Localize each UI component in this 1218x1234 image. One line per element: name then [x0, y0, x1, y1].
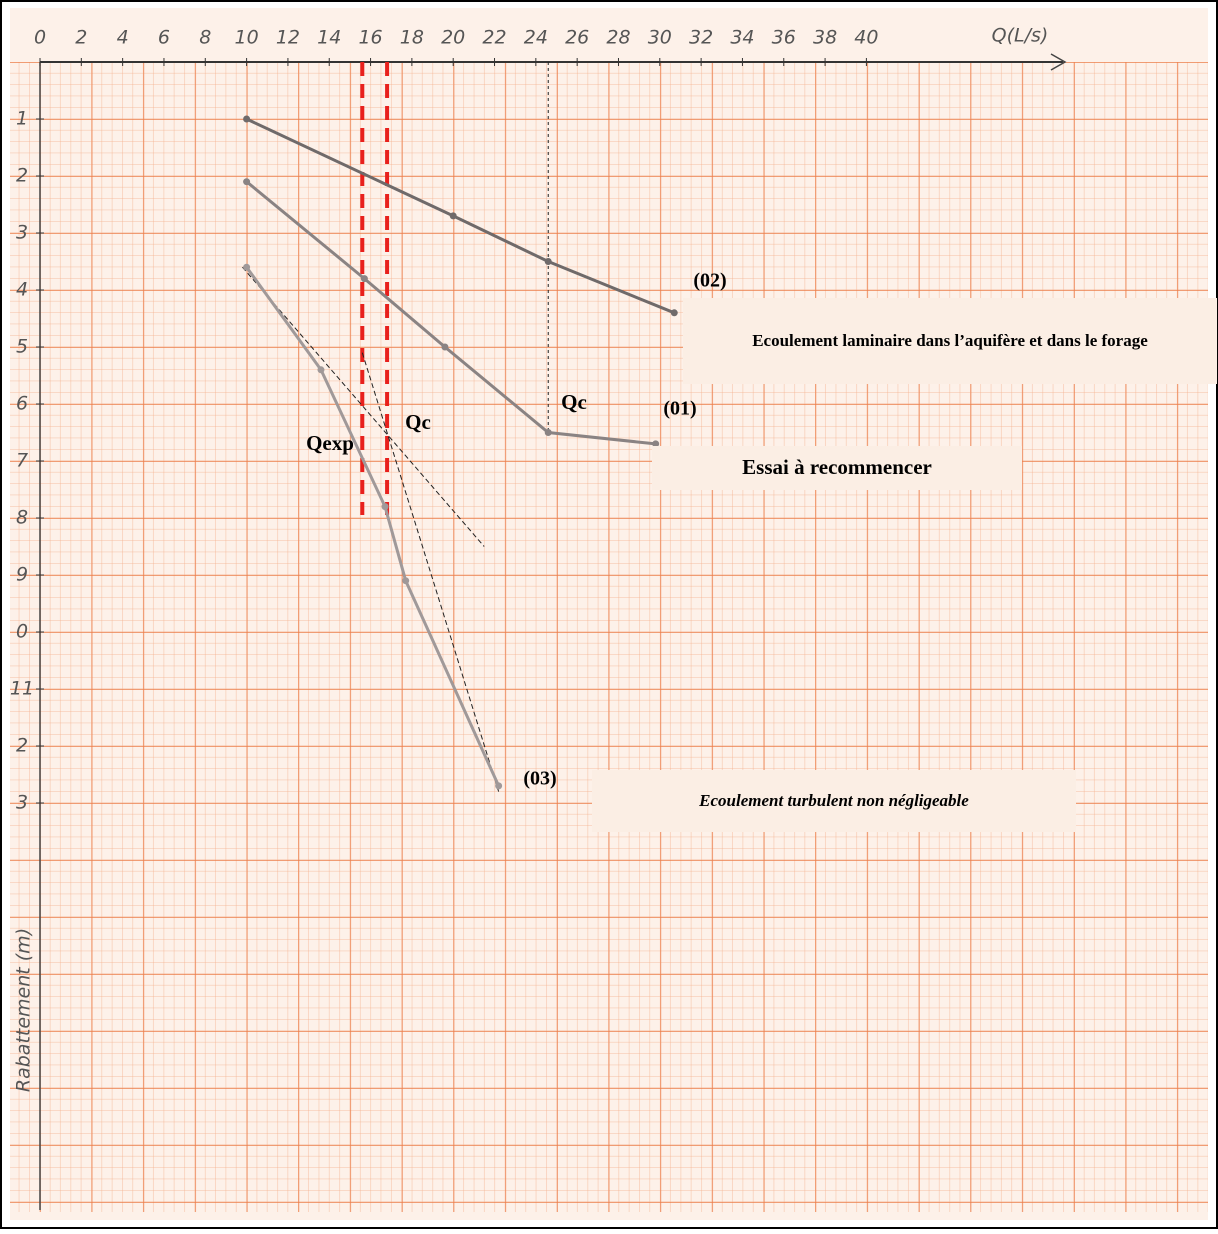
point — [441, 344, 448, 351]
x-tick-label: 26 — [565, 27, 589, 49]
y-tick-label: 2 — [16, 735, 28, 757]
y-tick-label: 1 — [16, 108, 28, 130]
point — [671, 309, 678, 316]
x-tick-label: 6 — [158, 27, 170, 49]
point — [402, 577, 409, 584]
point — [243, 178, 250, 185]
x-axis-title: Q(L/s) — [992, 25, 1049, 47]
x-tick-label: 4 — [117, 27, 129, 49]
point — [317, 366, 324, 373]
point — [243, 264, 250, 271]
series-label: (02) — [693, 270, 726, 292]
box-text: Ecoulement laminaire dans l’aquifère et … — [683, 298, 1217, 384]
y-tick-label: 3 — [16, 792, 28, 814]
annotation: Qexp — [306, 431, 354, 455]
y-tick-label: 5 — [16, 336, 28, 358]
x-tick-label: 14 — [317, 27, 341, 49]
graph-paper — [10, 62, 1208, 1212]
x-tick-label: 28 — [606, 27, 630, 49]
annotation: Qc — [561, 390, 587, 414]
y-tick-label: 7 — [16, 450, 28, 472]
point — [382, 503, 389, 510]
x-tick-label: 22 — [482, 27, 506, 49]
x-tick-label: 38 — [813, 27, 837, 49]
series-label: (03) — [523, 768, 556, 790]
point — [243, 116, 250, 123]
annotation: Qc — [405, 410, 431, 434]
point — [450, 212, 457, 219]
x-tick-label: 24 — [524, 27, 548, 49]
x-tick-label: 16 — [358, 27, 382, 49]
box-text: Essai à recommencer — [652, 446, 1022, 490]
x-tick-label: 32 — [689, 27, 713, 49]
point — [495, 782, 502, 789]
x-tick-label: 40 — [854, 27, 878, 49]
series-label: (01) — [663, 398, 696, 420]
point — [545, 429, 552, 436]
y-tick-label: 3 — [16, 222, 28, 244]
y-axis-title: Rabattement (m) — [13, 928, 35, 1092]
x-tick-label: 10 — [235, 27, 259, 49]
y-tick-label: 2 — [16, 165, 28, 187]
chart: Q(L/s)Rabattement (m)0246810121416182022… — [0, 0, 1218, 1229]
y-tick-label: 4 — [16, 279, 28, 301]
y-tick-label: 11 — [10, 678, 34, 700]
annotation-box-text: Essai à recommencer — [652, 446, 1022, 490]
y-tick-label: 8 — [16, 507, 28, 529]
annotation-box-text: Ecoulement turbulent non négligeable — [592, 770, 1076, 832]
x-tick-label: 18 — [400, 27, 424, 49]
x-tick-label: 30 — [648, 27, 672, 49]
y-tick-label: 9 — [16, 564, 28, 586]
box-text: Ecoulement turbulent non négligeable — [592, 770, 1076, 832]
point — [361, 275, 368, 282]
x-tick-label: 34 — [730, 27, 754, 49]
y-tick-label: 6 — [16, 393, 28, 415]
x-tick-label: 0 — [34, 27, 46, 49]
x-tick-label: 20 — [441, 27, 465, 49]
x-tick-label: 12 — [276, 27, 300, 49]
annotation-box-text: Ecoulement laminaire dans l’aquifère et … — [683, 298, 1217, 384]
x-tick-label: 36 — [772, 27, 796, 49]
x-tick-label: 2 — [75, 27, 87, 49]
y-tick-label: 0 — [16, 621, 28, 643]
x-tick-label: 8 — [199, 27, 211, 49]
point — [545, 258, 552, 265]
